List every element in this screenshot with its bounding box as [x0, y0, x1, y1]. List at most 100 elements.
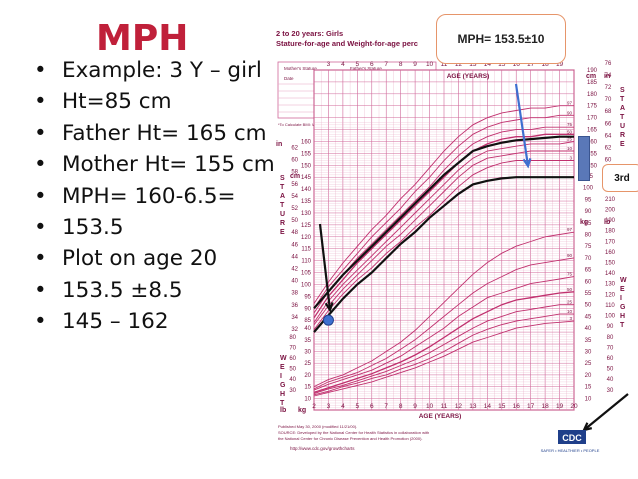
stature-in-tick-left: 48 [291, 230, 298, 236]
bullet-dot: • [34, 152, 47, 178]
stature-tick-left: 155 [301, 151, 312, 157]
stature-vertical-letter: E [280, 229, 285, 236]
stature-vertical-letter-right: T [620, 114, 625, 121]
target-band-upper-line [313, 135, 574, 310]
stature-in-tick-right: 64 [605, 133, 612, 139]
stature-percentile-label: 75 [567, 122, 573, 127]
axis-cm-right-label: cm [586, 73, 596, 80]
weight-kg-tick-right: 85 [585, 221, 592, 227]
bullet-dot: • [34, 214, 47, 240]
weight-kg-tick-right: 15 [585, 385, 592, 391]
bullet-text: MPH= 160-6.5= [62, 183, 236, 209]
age-tick-top: 4 [341, 61, 345, 68]
age-axis-top-label: AGE (YEARS) [447, 73, 490, 80]
bullet-text: Example: 3 Y – girl [62, 58, 262, 83]
stature-tick-left: 110 [301, 259, 311, 265]
stature-in-tick-right: 68 [605, 109, 612, 115]
age-tick-bottom: 2 [312, 403, 316, 410]
chart-header-line1: 2 to 20 years: Girls [276, 29, 343, 38]
age-tick-bottom: 15 [498, 403, 506, 410]
stature-vertical-letter: S [280, 175, 285, 182]
weight-lb-tick-right: 110 [605, 303, 615, 309]
growth-chart: 2 to 20 years: Girls Stature-for-age and … [270, 26, 632, 466]
stature-vertical-letter: A [280, 193, 285, 200]
bullet-item: • Plot on age 20 [34, 246, 275, 277]
weight-vertical-letter-right: H [620, 313, 625, 320]
stature-in-tick-left: 52 [291, 206, 298, 212]
weight-percentile-97 [313, 231, 575, 388]
weight-lb-tick-right: 40 [607, 377, 614, 383]
axis-kg-right-label: kg [580, 219, 588, 226]
age-tick-bottom: 10 [426, 403, 434, 410]
bullet-dot: • [34, 58, 47, 83]
footer-line3: the National Center for Chronic Disease … [278, 436, 423, 441]
age-tick-bottom: 19 [556, 403, 564, 410]
weight-lb-tick-right: 100 [605, 314, 616, 320]
weight-lb-tick-left: 30 [289, 388, 296, 394]
stature-vertical-letter: T [280, 202, 285, 209]
age-tick-bottom: 13 [469, 403, 477, 410]
stature-percentile-label: 90 [567, 110, 573, 115]
stature-percentile-label: 10 [567, 146, 573, 151]
target-band-lower-line [313, 176, 574, 333]
weight-lb-tick-left: 60 [289, 356, 296, 362]
weight-lb-tick-right: 80 [607, 335, 614, 341]
stature-in-tick-left: 40 [291, 279, 298, 285]
weight-vertical-letter: W [280, 355, 287, 362]
weight-lb-tick-right: 190 [605, 218, 616, 224]
weight-lb-tick-right: 200 [605, 207, 616, 213]
weight-percentile-label: 97 [567, 227, 573, 232]
stature-in-tick-right: 76 [605, 61, 612, 67]
weight-vertical-letter: G [280, 382, 286, 389]
age-tick-bottom: 16 [513, 403, 521, 410]
stature-tick-left: 120 [301, 235, 312, 241]
footer-url: http://www.cdc.gov/growthcharts [290, 446, 355, 451]
cdc-logo-box [558, 430, 586, 444]
footer-line2: SOURCE: Developed by the National Center… [278, 430, 429, 435]
cdc-logo-text: CDC [562, 433, 582, 443]
weight-lb-tick-left: 70 [289, 345, 296, 351]
stature-vertical-letter-right: R [620, 132, 625, 139]
bullet-item: • Ht=85 cm [34, 89, 275, 120]
age-tick-top: 18 [541, 61, 549, 68]
percentile-badge: 3rd [602, 164, 638, 192]
stature-percentile-10 [313, 150, 574, 326]
weight-lb-tick-right: 50 [607, 367, 614, 373]
stature-tick-left: 125 [301, 223, 312, 229]
age-tick-bottom: 7 [384, 403, 388, 410]
bullet-item: • Mother Ht= 155 cm [34, 152, 275, 183]
stature-tick-left: 150 [301, 163, 312, 169]
age-tick-top: 9 [413, 61, 417, 68]
age-tick-bottom: 17 [527, 403, 535, 410]
weight-percentile-label: 10 [567, 309, 573, 314]
weight-kg-tick-right: 95 [585, 197, 592, 203]
stature-in-tick-right: 66 [605, 121, 612, 127]
weight-percentile-10 [313, 313, 574, 396]
stature-vertical-letter-right: A [620, 105, 625, 112]
stature-in-tick-left: 58 [291, 170, 298, 176]
bullet-text: 153.5 ±8.5 [62, 277, 183, 303]
weight-lb-tick-right: 150 [605, 260, 616, 266]
stature-tick-left: 160 [301, 139, 312, 145]
weight-lb-tick-left: 50 [289, 367, 296, 373]
weight-kg-tick-right: 45 [585, 314, 592, 320]
stature-tick-left: 95 [304, 294, 311, 300]
weight-kg-tick-left: 20 [304, 373, 311, 379]
footer-line1: Published May 30, 2000 (modified 11/21/0… [278, 424, 357, 429]
stature-tick-left: 135 [301, 199, 312, 205]
stature-percentile-97 [313, 105, 574, 304]
weight-kg-tick-right: 75 [585, 244, 592, 250]
weight-kg-tick-right: 35 [585, 338, 592, 344]
age-tick-top: 12 [455, 61, 463, 68]
weight-lb-tick-right: 30 [607, 388, 614, 394]
stature-vertical-letter: R [280, 220, 285, 227]
stature-tick-right: 170 [587, 116, 598, 122]
weight-percentile-label: 50 [567, 287, 573, 292]
weight-vertical-letter: I [280, 373, 282, 380]
weight-kg-tick-right: 65 [585, 268, 592, 274]
weight-kg-tick-right: 40 [585, 326, 592, 332]
bullet-text: Plot on age 20 [62, 246, 218, 272]
weight-percentile-label: 75 [567, 272, 573, 277]
chart-header-line2: Stature-for-age and Weight-for-age perc [276, 39, 418, 48]
